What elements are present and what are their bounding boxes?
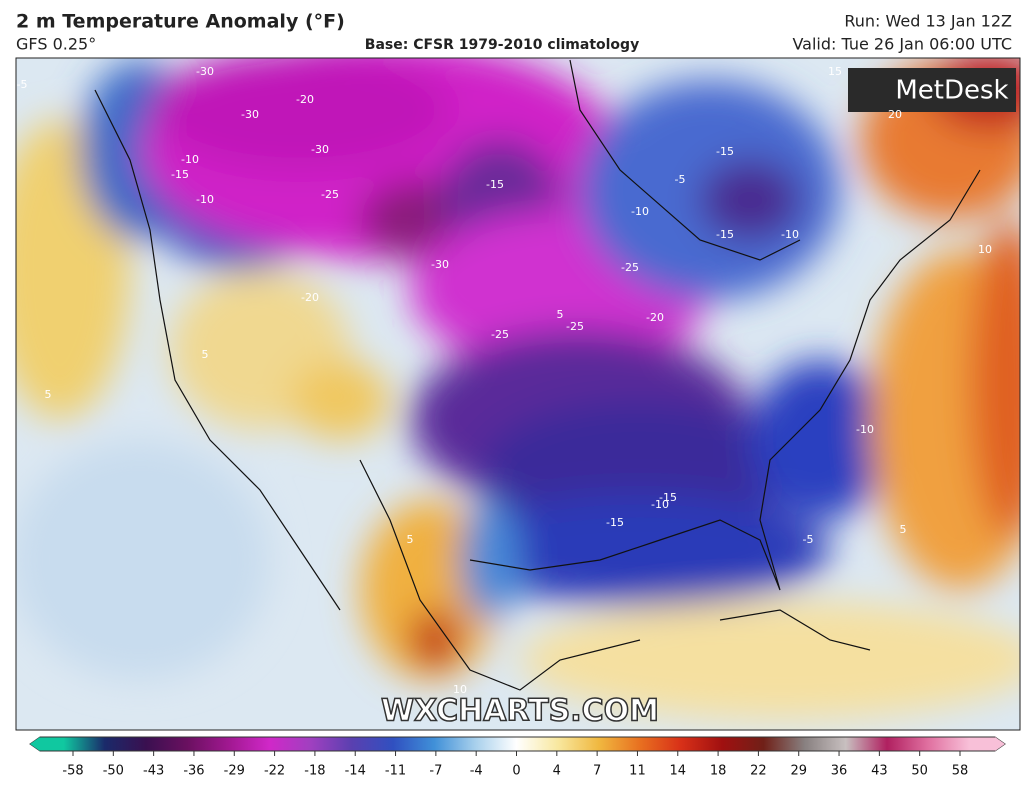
contour-label: -10 xyxy=(196,193,214,206)
colorbar-tick-label: 14 xyxy=(669,764,686,779)
colorbar-tick-label: 7 xyxy=(593,764,601,779)
colorbar-tick-label: -22 xyxy=(264,764,285,779)
colorbar-tick-label: 11 xyxy=(629,764,646,779)
base: Base: CFSR 1979-2010 climatology xyxy=(365,37,639,53)
contour-label: -10 xyxy=(781,228,799,241)
colorbar-tick-label: 36 xyxy=(831,764,848,779)
contour-label: 15 xyxy=(828,65,842,78)
contour-label: -5 xyxy=(675,173,686,186)
contour-label: -20 xyxy=(296,93,314,106)
colorbar-bar xyxy=(29,736,1006,752)
contour-label: -30 xyxy=(196,65,214,78)
coastlines xyxy=(94,59,981,691)
contour-label: -25 xyxy=(566,320,584,333)
logo-box xyxy=(848,68,1016,112)
contour-label: 5 xyxy=(557,308,564,321)
colorbar: -58 -50 -43 -36 -29 -22 -18 -14 -11 -7 -4 0 4 7 11 14 18… xyxy=(29,736,1006,779)
contour-label: -20 xyxy=(301,291,319,304)
colorbar-tick-label: 0 xyxy=(512,764,520,779)
map: MetDesk WXCHARTS.COM -5-30-20-30-30-10-1… xyxy=(16,58,1020,730)
contour-label: -10 xyxy=(651,498,669,511)
contour-label: 5 xyxy=(202,348,209,361)
run: Run: Wed 13 Jan 12Z xyxy=(844,12,1012,31)
colorbar-left-arrow xyxy=(30,737,40,751)
contour-label: -15 xyxy=(486,178,504,191)
contour-label: -10 xyxy=(181,153,199,166)
contour-label: -25 xyxy=(621,261,639,274)
colorbar-tick-label: -58 xyxy=(62,764,83,779)
contour-label: 10 xyxy=(978,243,992,256)
map-frame xyxy=(15,57,1021,731)
contour-label: -30 xyxy=(241,108,259,121)
contour-label: -15 xyxy=(716,145,734,158)
contour-label: -20 xyxy=(646,311,664,324)
colorbar-tick-label: -50 xyxy=(103,764,124,779)
colorbar-tick-label: -29 xyxy=(224,764,245,779)
colorbar-tick-label: 29 xyxy=(790,764,807,779)
contour-label: 20 xyxy=(888,108,902,121)
colorbar-tick-label: 43 xyxy=(871,764,888,779)
colorbar-tick-label: 50 xyxy=(911,764,928,779)
contour-label: -15 xyxy=(716,228,734,241)
contour-label: 5 xyxy=(45,388,52,401)
colorbar-tick-label: 18 xyxy=(710,764,727,779)
colorbar-tick-label: 58 xyxy=(952,764,969,779)
contour-label: -30 xyxy=(311,143,329,156)
colorbar-tick-label: -18 xyxy=(304,764,325,779)
colorbar-tick-label: -43 xyxy=(143,764,164,779)
contour-label: -5 xyxy=(17,78,28,91)
contour-label: -10 xyxy=(631,205,649,218)
title: 2 m Temperature Anomaly (°F) xyxy=(16,11,345,33)
contour-label: 10 xyxy=(453,683,467,696)
model: GFS 0.25° xyxy=(16,35,96,54)
colorbar-tick-label: 22 xyxy=(750,764,767,779)
contour-label: 5 xyxy=(407,533,414,546)
contour-label: -15 xyxy=(171,168,189,181)
colorbar-tick-label: -4 xyxy=(470,764,483,779)
contour-labels: -5-30-20-30-30-10-15-10 -25-30-15-20-25-2… xyxy=(17,65,992,696)
colorbar-tick-label: 4 xyxy=(553,764,561,779)
valid: Valid: Tue 26 Jan 06:00 UTC xyxy=(792,35,1012,54)
contour-label: -15 xyxy=(606,516,624,529)
logo: MetDesk xyxy=(895,76,1008,106)
contour-label: -25 xyxy=(321,188,339,201)
colorbar-tick-label: -11 xyxy=(385,764,406,779)
contour-label: -5 xyxy=(803,533,814,546)
colorbar-right-arrow xyxy=(995,737,1005,751)
colorbar-tick-label: -7 xyxy=(429,764,442,779)
contour-label: -15 xyxy=(659,491,677,504)
colorbar-tick-label: -36 xyxy=(183,764,204,779)
contour-label: -30 xyxy=(431,258,449,271)
contour-label: -25 xyxy=(491,328,509,341)
colorbar-tick-label: -14 xyxy=(345,764,366,779)
contour-label: 5 xyxy=(900,523,907,536)
contour-label: -10 xyxy=(856,423,874,436)
watermark: WXCHARTS.COM xyxy=(381,694,659,729)
